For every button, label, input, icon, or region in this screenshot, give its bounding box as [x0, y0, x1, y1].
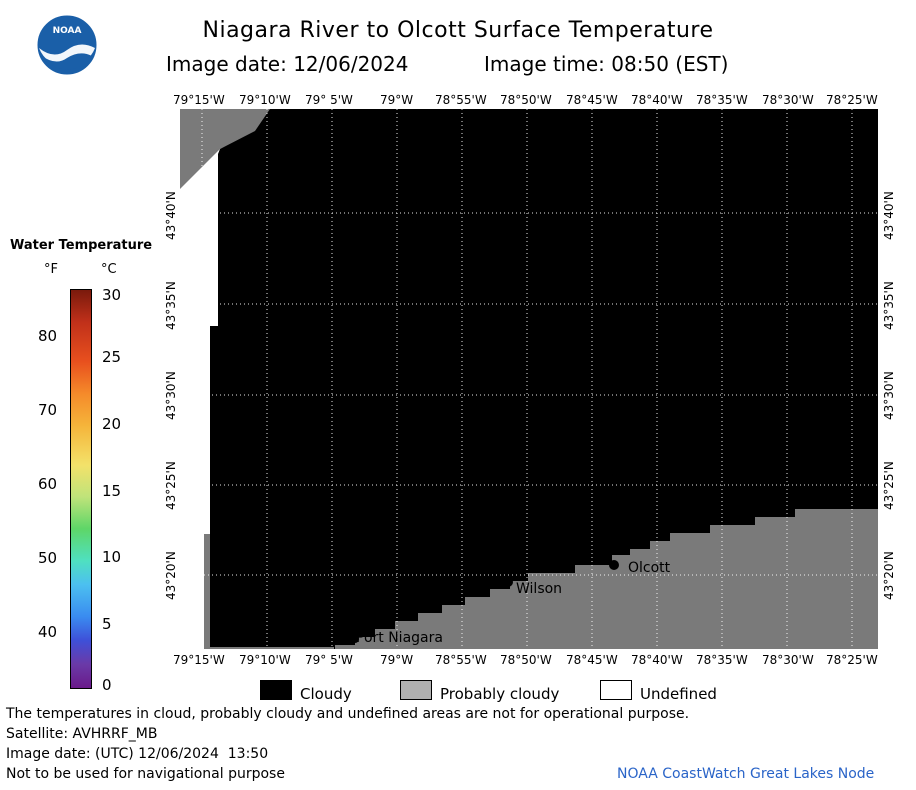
lon-label-top: 78°25'W: [826, 93, 878, 107]
lon-label-top: 78°45'W: [566, 93, 618, 107]
f-tick: 50: [38, 549, 58, 567]
lat-label-right: 43°35'N: [882, 281, 896, 330]
lat-label-left: 43°35'N: [164, 281, 178, 330]
footer-satellite: Satellite: AVHRRF_MB: [6, 726, 158, 742]
c-tick: 10: [102, 548, 122, 566]
noaa-logo: NOAA: [36, 14, 98, 76]
lon-label-bottom: 78°25'W: [826, 653, 878, 667]
logo-text: NOAA: [52, 26, 82, 36]
wilson-marker: [503, 577, 513, 587]
lat-label-right: 43°40'N: [882, 191, 896, 240]
color-scale-bar: [70, 289, 92, 689]
port-niagara-marker: [351, 635, 359, 643]
scale-title: Water Temperature: [10, 238, 153, 253]
lon-label-top: 79°10'W: [239, 93, 291, 107]
lon-label-bottom: 79°W: [380, 653, 414, 667]
f-tick: 40: [38, 623, 58, 641]
place-label-port-niagara: Port Niagara: [356, 630, 443, 646]
place-label-wilson: Wilson: [516, 581, 563, 597]
legend-label-undefined: Undefined: [640, 685, 717, 703]
c-tick: 5: [102, 615, 112, 633]
footer-credit: NOAA CoastWatch Great Lakes Node: [617, 766, 875, 782]
image-time: Image time: 08:50 (EST): [484, 52, 729, 76]
page-title: Niagara River to Olcott Surface Temperat…: [202, 18, 714, 43]
lon-label-bottom: 79°15'W: [173, 653, 225, 667]
lat-label-right: 43°30'N: [882, 371, 896, 420]
lon-label-bottom: 78°50'W: [500, 653, 552, 667]
footer-utc-date: Image date: (UTC) 12/06/2024 13:50: [6, 746, 269, 762]
lat-label-right: 43°25'N: [882, 461, 896, 510]
f-tick: 60: [38, 475, 58, 493]
legend-swatch-cloudy: [260, 680, 292, 700]
lon-label-bottom: 78°40'W: [631, 653, 683, 667]
footer-note: The temperatures in cloud, probably clou…: [6, 706, 690, 722]
lat-label-left: 43°30'N: [164, 371, 178, 420]
lon-label-top: 79° 5'W: [305, 93, 353, 107]
lon-label-top: 78°50'W: [500, 93, 552, 107]
lon-label-top: 78°55'W: [435, 93, 487, 107]
footer-nav-warning: Not to be used for navigational purpose: [6, 766, 285, 782]
olcott-marker: [609, 560, 619, 570]
lon-label-top: 78°40'W: [631, 93, 683, 107]
lon-label-bottom: 78°45'W: [566, 653, 618, 667]
lon-label-top: 78°30'W: [762, 93, 814, 107]
f-tick: 80: [38, 327, 58, 345]
c-tick: 0: [102, 676, 112, 694]
f-tick: 70: [38, 401, 58, 419]
legend-label-probably-cloudy: Probably cloudy: [440, 685, 560, 703]
c-tick: 15: [102, 482, 122, 500]
legend-swatch-undefined: [600, 680, 632, 700]
lon-label-bottom: 78°35'W: [696, 653, 748, 667]
lon-label-bottom: 79°10'W: [239, 653, 291, 667]
image-date: Image date: 12/06/2024: [166, 52, 409, 76]
c-tick: 20: [102, 415, 122, 433]
c-tick: 25: [102, 348, 122, 366]
lon-label-top: 78°35'W: [696, 93, 748, 107]
fahrenheit-unit: °F: [44, 262, 58, 277]
lon-label-bottom: 78°30'W: [762, 653, 814, 667]
lat-label-right: 43°20'N: [882, 551, 896, 600]
lat-label-left: 43°20'N: [164, 551, 178, 600]
lat-label-left: 43°40'N: [164, 191, 178, 240]
place-label-olcott: Olcott: [628, 560, 671, 576]
celsius-unit: °C: [101, 262, 117, 277]
lon-label-top: 79°W: [380, 93, 414, 107]
legend-label-cloudy: Cloudy: [300, 685, 352, 703]
legend-swatch-probably-cloudy: [400, 680, 432, 700]
lon-label-bottom: 78°55'W: [435, 653, 487, 667]
c-tick: 30: [102, 286, 122, 304]
cloudy-region: [210, 109, 878, 649]
lat-label-left: 43°25'N: [164, 461, 178, 510]
lon-label-bottom: 79° 5'W: [305, 653, 353, 667]
map-area: [180, 109, 878, 649]
lon-label-top: 79°15'W: [173, 93, 225, 107]
